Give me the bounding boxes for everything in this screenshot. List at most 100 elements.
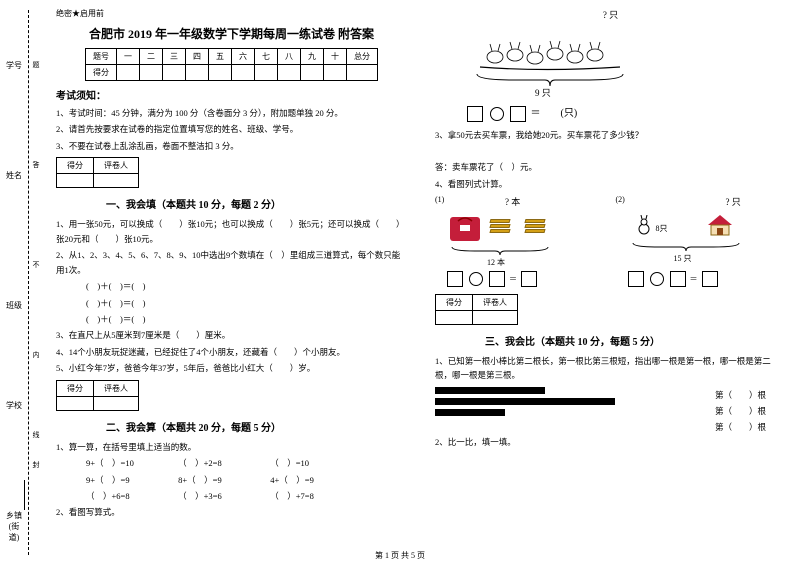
binding-sidebar: 乡镇(街道) 学校 班级 姓名 学号 封 线 内 不 答 题 [0, 0, 42, 565]
books-icon-2 [525, 219, 545, 234]
box [447, 271, 463, 287]
th-2: 二 [140, 49, 163, 65]
pic2-eight: 8只 [656, 223, 668, 234]
sb2-marker: 评卷人 [94, 380, 139, 396]
s1-q2-r1: ( )＋( )＝( ) [56, 279, 407, 293]
eq-text: ＝ (只) [531, 108, 578, 119]
score-header-row: 题号 一 二 三 四 五 六 七 八 九 十 总分 [86, 49, 378, 65]
ans-row-2: 第（ ）根 [715, 403, 766, 419]
score-box-1: 得分评卷人 [56, 157, 139, 188]
s2-r3c2: （ ）+3=6 [178, 489, 268, 503]
th-10: 十 [324, 49, 347, 65]
s1-q3: 3、在直尺上从5厘米到7厘米是（ ）厘米。 [56, 328, 407, 342]
s3-q2: 2、比一比，填一填。 [435, 435, 786, 449]
rabbit-icon [636, 215, 652, 235]
th-5: 五 [209, 49, 232, 65]
bar-1 [435, 387, 545, 394]
bunny-figure: ? 只 9 只 [435, 8, 786, 98]
secret-mark: 绝密★启用前 [56, 8, 407, 19]
score-box-3: 得分评卷人 [435, 294, 518, 325]
s3-q1: 1、已知第一根小棒比第二根长，第一根比第三根短，指出哪一根是第一根，哪一根是第二… [435, 354, 786, 383]
label-class: 班级 [4, 300, 24, 311]
score-value-row: 得分 [86, 65, 378, 81]
header: 合肥市 2019 年一年级数学下学期每周一练试卷 附答案 题号 一 二 三 四 … [56, 25, 407, 81]
pictures-row: (1) ? 本 12 本 ＝ [435, 195, 786, 290]
box [670, 271, 686, 287]
s2-row1: 9+（ ）=10 （ ）+2=8 （ ）=10 [56, 456, 407, 470]
pic1-brace [450, 245, 550, 257]
box [628, 271, 644, 287]
s1-q2: 2、从1、2、3、4、5、6、7、8、9、10中选出9个数填在（ ）里组成三道算… [56, 248, 407, 277]
pic-1: (1) ? 本 12 本 ＝ [435, 195, 606, 290]
exam-page: 乡镇(街道) 学校 班级 姓名 学号 封 线 内 不 答 题 绝密★启用前 合肥… [0, 0, 800, 565]
right-column: ? 只 9 只 [421, 0, 800, 565]
books-icon [490, 219, 510, 234]
section-2-title: 二、我会算（本题共 20 分，每题 5 分） [106, 419, 281, 434]
notice-2: 2、请首先按要求在试卷的指定位置填写您的姓名、班级、学号。 [56, 122, 407, 136]
right-q3: 3、拿50元去买车票，我给她20元。买车票花了多少钱？ [435, 128, 786, 142]
s2-r1c3: （ ）=10 [270, 456, 360, 470]
th-3: 三 [163, 49, 186, 65]
s2-row3: （ ）+6=8 （ ）+3=6 （ ）+7=8 [56, 489, 407, 503]
house-icon [706, 213, 734, 237]
s2-r1c1: 9+（ ）=10 [86, 456, 176, 470]
right-ans: 答：卖车票花了（ ）元。 [435, 160, 786, 174]
s1-q1: 1、用一张50元，可以换成（ ）张10元；也可以换成（ ）张5元；还可以换成（ … [56, 217, 407, 246]
s2-r1c2: （ ）+2=8 [178, 456, 268, 470]
notice-3: 3、不要在试卷上乱涂乱画，卷面不整洁扣 3 分。 [56, 139, 407, 153]
pic2-label: (2) [616, 195, 625, 204]
bunnies-svg [475, 22, 625, 72]
circle [650, 272, 664, 286]
label-name: 姓名 [4, 170, 24, 181]
th-8: 八 [278, 49, 301, 65]
s1-q2-r3: ( )＋( )＝( ) [56, 312, 407, 326]
s2-row2: 9+（ ）=9 8+（ ）=9 4+（ ）=9 [56, 473, 407, 487]
th-num: 题号 [86, 49, 117, 65]
box [467, 106, 483, 122]
score-table: 题号 一 二 三 四 五 六 七 八 九 十 总分 得分 [85, 48, 378, 81]
page-footer: 第 1 页 共 5 页 [375, 550, 425, 561]
label-id: 学号 [4, 60, 24, 71]
pic1-qm: ? 本 [505, 195, 520, 208]
circle [490, 107, 504, 121]
label-township: 乡镇(街道) [4, 510, 24, 543]
th-7: 七 [255, 49, 278, 65]
sb3-score: 得分 [436, 295, 473, 311]
th-4: 四 [186, 49, 209, 65]
box [521, 271, 537, 287]
score-box-2: 得分评卷人 [56, 380, 139, 411]
answer-rows: 第（ ）根 第（ ）根 第（ ）根 [715, 387, 766, 435]
th-1: 一 [117, 49, 140, 65]
s1-q2-r2: ( )＋( )＝( ) [56, 296, 407, 310]
notice-title: 考试须知： [56, 87, 407, 102]
circle [469, 272, 483, 286]
sb-score: 得分 [57, 158, 94, 174]
s2-q2: 2、看图写算式。 [56, 505, 407, 519]
s2-r2c1: 9+（ ）=9 [86, 473, 176, 487]
th-9: 九 [301, 49, 324, 65]
sb-marker: 评卷人 [94, 158, 139, 174]
section-3-title: 三、我会比（本题共 10 分，每题 5 分） [485, 333, 660, 348]
label-school: 学校 [4, 400, 24, 411]
s2-r3c3: （ ）+7=8 [270, 489, 360, 503]
s2-q1: 1、算一算，在括号里填上适当的数。 [56, 440, 407, 454]
pic2-brace [631, 241, 741, 253]
box [489, 271, 505, 287]
pic1-label: (1) [435, 195, 444, 204]
bunny-qmark: ? 只 [603, 8, 618, 21]
box [510, 106, 526, 122]
side-labels: 乡镇(街道) 学校 班级 姓名 学号 封 线 内 不 答 题 [0, 0, 42, 565]
sb3-marker: 评卷人 [473, 295, 518, 311]
th-6: 六 [232, 49, 255, 65]
bunnies-icon [475, 22, 625, 72]
s1-q5: 5、小红今年7岁，爸爸今年37岁，5年后，爸爸比小红大（ ）岁。 [56, 361, 407, 375]
box [702, 271, 718, 287]
s1-q4: 4、14个小朋友玩捉迷藏，已经捉住了4个小朋友，还藏着（ ）个小朋友。 [56, 345, 407, 359]
s2-r2c2: 8+（ ）=9 [178, 473, 268, 487]
right-q4: 4、看图列式计算。 [435, 177, 786, 191]
s2-r2c3: 4+（ ）=9 [270, 473, 360, 487]
pic1-count: 12 本 [487, 257, 505, 268]
th-total: 总分 [347, 49, 378, 65]
bar-2 [435, 398, 615, 405]
bag-icon [450, 217, 480, 241]
